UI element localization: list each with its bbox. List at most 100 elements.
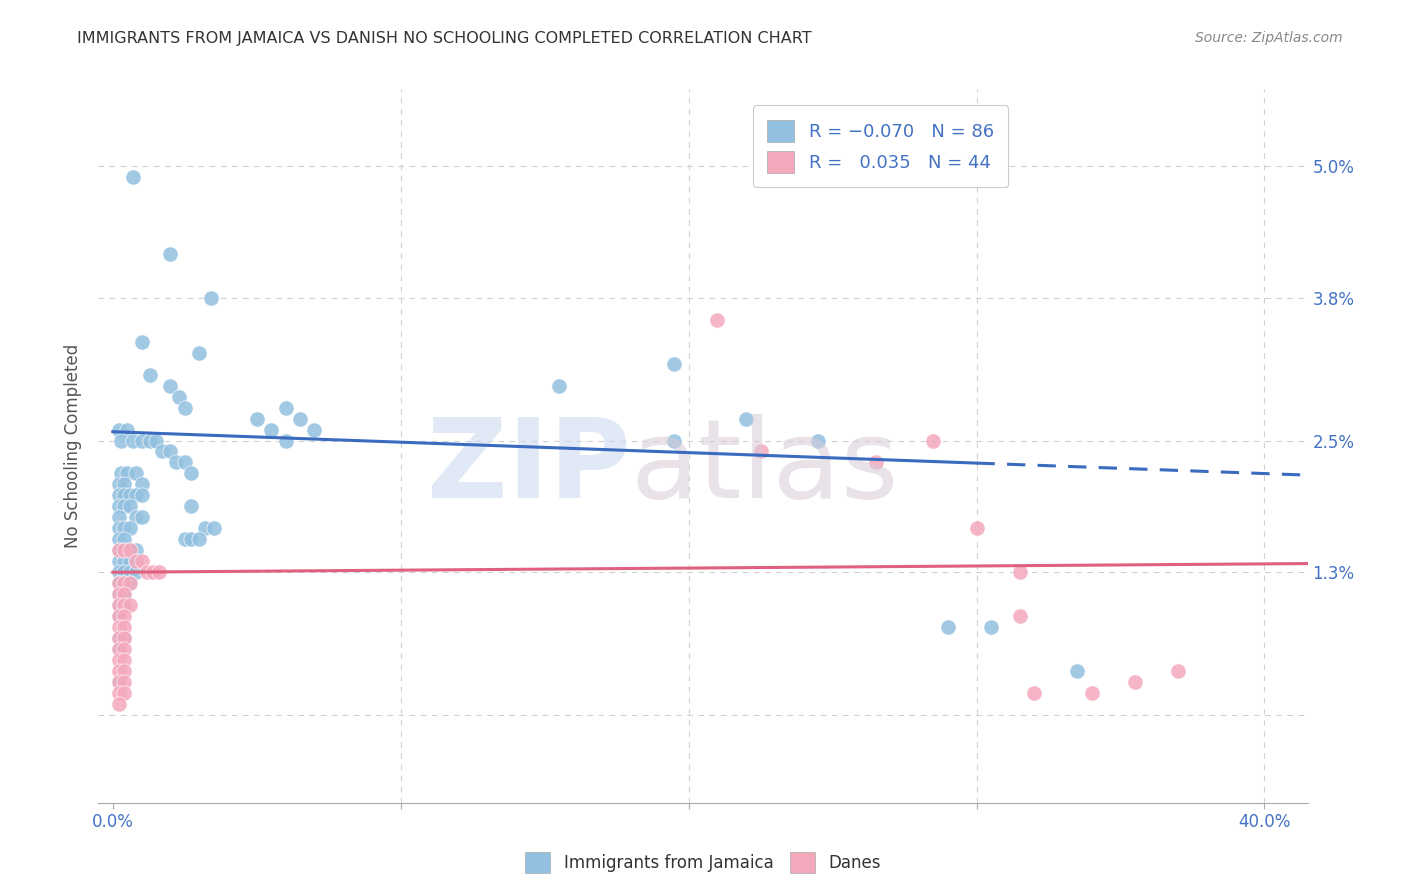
Point [112, 488, 135, 502]
Point [107, 631, 129, 645]
Point [112, 543, 135, 558]
Point [112, 576, 135, 591]
Point [180, 533, 202, 547]
Point [131, 334, 153, 349]
Point [200, 291, 222, 305]
Point [865, 455, 887, 469]
Point [173, 455, 195, 469]
Point [107, 598, 129, 612]
Point [246, 411, 269, 425]
Point [112, 477, 135, 491]
Point [125, 510, 148, 524]
Point [131, 477, 153, 491]
Point [188, 533, 211, 547]
Point [112, 587, 135, 601]
Point [148, 566, 170, 580]
Point [120, 576, 142, 591]
Point [112, 620, 135, 634]
Point [139, 368, 162, 382]
Point [202, 521, 225, 535]
Point [1008, 566, 1031, 580]
Point [112, 631, 135, 645]
Point [112, 686, 135, 700]
Point [107, 543, 129, 558]
Point [107, 533, 129, 547]
Point [122, 169, 145, 184]
Point [304, 423, 326, 437]
Point [706, 312, 728, 326]
Point [125, 554, 148, 568]
Point [115, 467, 138, 481]
Point [1167, 664, 1189, 678]
Point [131, 434, 153, 448]
Point [112, 576, 135, 591]
Point [107, 642, 129, 657]
Point [112, 566, 135, 580]
Point [112, 653, 135, 667]
Legend: Immigrants from Jamaica, Danes: Immigrants from Jamaica, Danes [519, 846, 887, 880]
Point [180, 467, 202, 481]
Point [107, 554, 129, 568]
Point [107, 609, 129, 624]
Point [131, 554, 153, 568]
Point [122, 434, 145, 448]
Point [159, 378, 181, 392]
Point [115, 423, 138, 437]
Point [188, 345, 211, 359]
Point [120, 598, 142, 612]
Legend: R = −0.070   N = 86, R =   0.035   N = 44: R = −0.070 N = 86, R = 0.035 N = 44 [752, 105, 1008, 187]
Point [548, 378, 571, 392]
Point [1008, 609, 1031, 624]
Point [966, 521, 988, 535]
Point [125, 467, 148, 481]
Point [107, 488, 129, 502]
Point [107, 609, 129, 624]
Point [142, 566, 165, 580]
Point [112, 598, 135, 612]
Point [107, 653, 129, 667]
Point [1022, 686, 1045, 700]
Point [107, 576, 129, 591]
Point [120, 543, 142, 558]
Point [107, 576, 129, 591]
Point [180, 500, 202, 514]
Point [159, 247, 181, 261]
Point [173, 401, 195, 415]
Point [1080, 686, 1102, 700]
Point [112, 521, 135, 535]
Point [107, 675, 129, 690]
Point [107, 620, 129, 634]
Point [664, 434, 686, 448]
Text: IMMIGRANTS FROM JAMAICA VS DANISH NO SCHOOLING COMPLETED CORRELATION CHART: IMMIGRANTS FROM JAMAICA VS DANISH NO SCH… [77, 31, 811, 46]
Point [260, 423, 283, 437]
Point [107, 543, 129, 558]
Point [173, 533, 195, 547]
Point [110, 467, 132, 481]
Point [107, 510, 129, 524]
Point [167, 390, 190, 404]
Point [120, 488, 142, 502]
Text: atlas: atlas [630, 414, 898, 521]
Point [107, 686, 129, 700]
Point [112, 664, 135, 678]
Point [136, 566, 159, 580]
Point [139, 434, 162, 448]
Point [112, 554, 135, 568]
Point [150, 444, 173, 458]
Point [112, 598, 135, 612]
Point [112, 631, 135, 645]
Point [107, 642, 129, 657]
Point [112, 642, 135, 657]
Text: Source: ZipAtlas.com: Source: ZipAtlas.com [1195, 31, 1343, 45]
Point [125, 543, 148, 558]
Point [120, 521, 142, 535]
Point [107, 631, 129, 645]
Point [1066, 664, 1088, 678]
Point [131, 510, 153, 524]
Point [131, 488, 153, 502]
Point [980, 620, 1002, 634]
Point [112, 533, 135, 547]
Point [159, 444, 181, 458]
Point [107, 598, 129, 612]
Point [145, 434, 167, 448]
